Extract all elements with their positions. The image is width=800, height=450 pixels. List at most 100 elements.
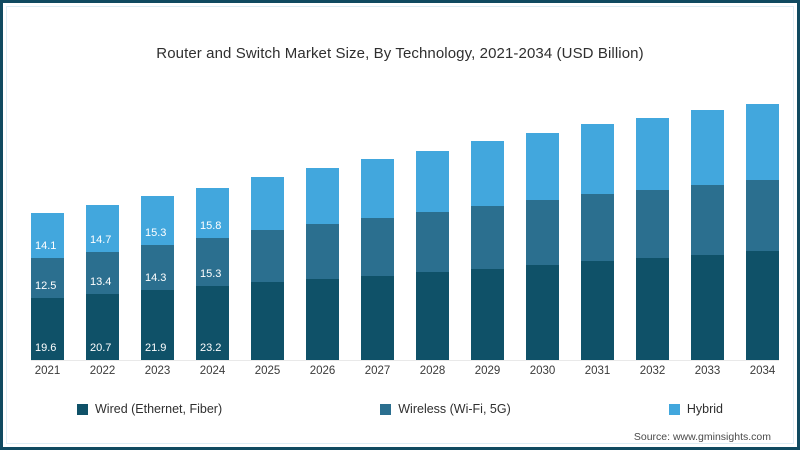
bar-column-2027[interactable] bbox=[361, 159, 394, 360]
bar-segment-hybrid-2023[interactable]: 15.3 bbox=[141, 196, 174, 246]
x-axis-label-2031: 2031 bbox=[584, 365, 611, 377]
bar-segment-wired-2022[interactable]: 20.7 bbox=[86, 294, 119, 360]
plot-area: 14.1 12.5 19.6 14.7 13.4 20.7 15.3 14.3 21.9 15.8… bbox=[31, 87, 779, 361]
bar-segment-wireless-2022[interactable]: 13.4 bbox=[86, 251, 119, 295]
legend-item-2[interactable]: Hybrid bbox=[668, 402, 723, 416]
bar-column-2028[interactable] bbox=[416, 150, 449, 360]
bar-segment-hybrid-2033[interactable] bbox=[691, 110, 724, 185]
x-axis-label-2029: 2029 bbox=[474, 365, 501, 377]
bar-value-label: 15.3 bbox=[200, 268, 222, 281]
bar-value-label: 14.7 bbox=[90, 233, 112, 246]
bar-segment-wired-2025[interactable] bbox=[251, 281, 284, 360]
bar-segment-hybrid-2034[interactable] bbox=[746, 104, 779, 181]
bar-segment-wired-2034[interactable] bbox=[746, 251, 779, 360]
x-axis-label-2025: 2025 bbox=[254, 365, 281, 377]
legend-item-label: Wireless (Wi-Fi, 5G) bbox=[398, 402, 511, 416]
chart-legend: Wired (Ethernet, Fiber) Wireless (Wi-Fi, … bbox=[77, 399, 723, 419]
bar-segment-hybrid-2029[interactable] bbox=[471, 141, 504, 206]
bar-segment-wired-2027[interactable] bbox=[361, 275, 394, 360]
bar-segment-wireless-2026[interactable] bbox=[306, 224, 339, 280]
bar-segment-hybrid-2021[interactable]: 14.1 bbox=[31, 213, 64, 259]
bar-segment-wired-2028[interactable] bbox=[416, 272, 449, 360]
bar-column-2024[interactable]: 15.8 15.3 23.2 bbox=[196, 187, 229, 360]
bar-segment-wired-2032[interactable] bbox=[636, 258, 669, 360]
bar-segment-hybrid-2022[interactable]: 14.7 bbox=[86, 205, 119, 252]
bar-group: 14.1 12.5 19.6 14.7 13.4 20.7 15.3 14.3 21.9 15.8… bbox=[31, 87, 779, 360]
bar-segment-wireless-2024[interactable]: 15.3 bbox=[196, 237, 229, 287]
bar-segment-wired-2033[interactable] bbox=[691, 254, 724, 360]
bar-segment-hybrid-2031[interactable] bbox=[581, 124, 614, 195]
bar-segment-wireless-2028[interactable] bbox=[416, 212, 449, 273]
axis-baseline bbox=[31, 360, 779, 361]
bar-segment-wireless-2027[interactable] bbox=[361, 218, 394, 276]
legend-swatch-icon bbox=[668, 403, 680, 415]
bar-segment-wireless-2029[interactable] bbox=[471, 205, 504, 269]
x-axis-label-2034: 2034 bbox=[749, 365, 776, 377]
legend-swatch-icon bbox=[380, 403, 392, 415]
bar-segment-hybrid-2030[interactable] bbox=[526, 132, 559, 201]
bar-column-2031[interactable] bbox=[581, 124, 614, 360]
bar-value-label: 12.5 bbox=[35, 279, 57, 292]
bar-segment-wired-2023[interactable]: 21.9 bbox=[141, 290, 174, 360]
bar-column-2034[interactable] bbox=[746, 104, 779, 360]
bar-value-label: 14.1 bbox=[35, 240, 57, 253]
x-axis-label-2027: 2027 bbox=[364, 365, 391, 377]
bar-column-2032[interactable] bbox=[636, 117, 669, 360]
bar-segment-wired-2021[interactable]: 19.6 bbox=[31, 297, 64, 360]
bar-segment-hybrid-2024[interactable]: 15.8 bbox=[196, 187, 229, 238]
bar-segment-wireless-2021[interactable]: 12.5 bbox=[31, 258, 64, 298]
bar-segment-hybrid-2027[interactable] bbox=[361, 159, 394, 219]
bar-segment-wireless-2032[interactable] bbox=[636, 189, 669, 259]
bar-value-label: 14.3 bbox=[145, 272, 167, 285]
bar-segment-hybrid-2026[interactable] bbox=[306, 168, 339, 225]
bar-segment-wireless-2030[interactable] bbox=[526, 200, 559, 266]
x-axis-label-2032: 2032 bbox=[639, 365, 666, 377]
bar-segment-wired-2024[interactable]: 23.2 bbox=[196, 286, 229, 360]
legend-item-1[interactable]: Wireless (Wi-Fi, 5G) bbox=[380, 402, 511, 416]
legend-item-label: Wired (Ethernet, Fiber) bbox=[95, 402, 223, 416]
x-axis-label-2023: 2023 bbox=[144, 365, 171, 377]
bar-segment-wired-2030[interactable] bbox=[526, 265, 559, 360]
bar-segment-hybrid-2028[interactable] bbox=[416, 150, 449, 213]
bar-column-2022[interactable]: 14.7 13.4 20.7 bbox=[86, 205, 119, 360]
bar-segment-wireless-2031[interactable] bbox=[581, 194, 614, 262]
legend-item-0[interactable]: Wired (Ethernet, Fiber) bbox=[77, 402, 222, 416]
bar-value-label: 20.7 bbox=[90, 342, 112, 354]
bar-segment-wired-2026[interactable] bbox=[306, 279, 339, 360]
page-title: Router and Switch Market Size, By Techno… bbox=[156, 45, 644, 62]
bar-value-label: 21.9 bbox=[145, 342, 167, 354]
bar-value-label: 15.3 bbox=[145, 227, 167, 240]
bar-column-2021[interactable]: 14.1 12.5 19.6 bbox=[31, 213, 64, 360]
bar-column-2030[interactable] bbox=[526, 132, 559, 360]
bar-segment-wireless-2034[interactable] bbox=[746, 180, 779, 252]
bar-column-2029[interactable] bbox=[471, 141, 504, 360]
x-axis-label-2028: 2028 bbox=[419, 365, 446, 377]
bar-column-2033[interactable] bbox=[691, 110, 724, 360]
x-axis-label-2030: 2030 bbox=[529, 365, 556, 377]
legend-swatch-icon bbox=[77, 403, 88, 415]
bar-value-label: 23.2 bbox=[200, 342, 222, 354]
bar-segment-wireless-2025[interactable] bbox=[251, 230, 284, 282]
bar-segment-wired-2029[interactable] bbox=[471, 268, 504, 360]
source-attribution: Source: www.gminsights.com bbox=[633, 431, 771, 443]
bar-column-2025[interactable] bbox=[251, 176, 284, 360]
x-axis-label-2026: 2026 bbox=[309, 365, 336, 377]
bar-segment-wireless-2033[interactable] bbox=[691, 184, 724, 255]
chart-inner-border: Router and Switch Market Size, By Techno… bbox=[6, 6, 794, 444]
bar-segment-wired-2031[interactable] bbox=[581, 261, 614, 360]
x-axis-label-2021: 2021 bbox=[34, 365, 61, 377]
legend-item-label: Hybrid bbox=[686, 402, 723, 416]
bar-segment-hybrid-2032[interactable] bbox=[636, 117, 669, 190]
bar-value-label: 15.8 bbox=[200, 219, 222, 232]
bar-column-2023[interactable]: 15.3 14.3 21.9 bbox=[141, 196, 174, 360]
bar-value-label: 19.6 bbox=[35, 342, 57, 354]
bar-segment-wireless-2023[interactable]: 14.3 bbox=[141, 245, 174, 291]
x-axis-label-2024: 2024 bbox=[199, 365, 226, 377]
bar-segment-hybrid-2025[interactable] bbox=[251, 176, 284, 231]
x-axis-label-2033: 2033 bbox=[694, 365, 721, 377]
bar-column-2026[interactable] bbox=[306, 168, 339, 360]
x-axis-tick-labels: 2021 2022 2023 2024 2025 2026 2027 2028 2029 2030… bbox=[31, 365, 779, 383]
x-axis-label-2022: 2022 bbox=[89, 365, 116, 377]
bar-value-label: 13.4 bbox=[90, 276, 112, 289]
